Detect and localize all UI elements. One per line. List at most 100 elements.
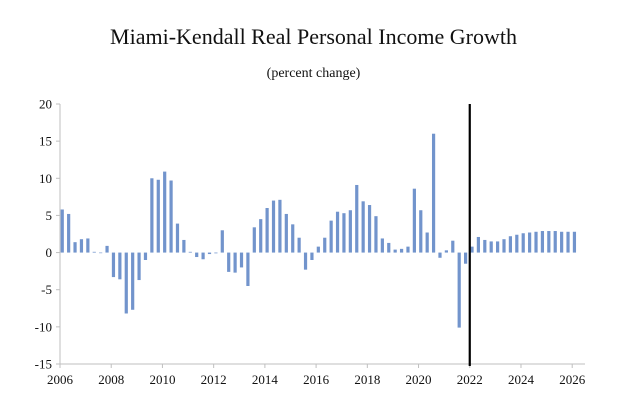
- y-tick-label: 15: [39, 134, 52, 149]
- bar: [316, 246, 320, 253]
- bar: [86, 238, 90, 253]
- x-tick-label: 2006: [47, 372, 74, 387]
- bar: [483, 239, 487, 253]
- bar: [227, 252, 231, 272]
- y-tick-label: 10: [39, 171, 52, 186]
- bar: [323, 237, 327, 253]
- bar: [387, 242, 391, 253]
- x-tick-label: 2008: [98, 372, 124, 387]
- bar: [105, 245, 109, 253]
- bar: [463, 252, 468, 264]
- x-tick-label: 2016: [303, 372, 330, 387]
- y-tick-label: -15: [35, 357, 52, 372]
- bar: [566, 231, 570, 253]
- bar: [156, 179, 160, 253]
- bar: [419, 210, 423, 253]
- bar: [259, 219, 263, 253]
- bar: [118, 252, 122, 280]
- chart-subtitle: (percent change): [266, 66, 361, 81]
- bar: [457, 252, 461, 328]
- bar: [124, 252, 128, 314]
- bar: [303, 252, 308, 270]
- bar: [329, 220, 333, 253]
- bar: [560, 231, 564, 253]
- bar: [547, 231, 551, 253]
- bar: [470, 246, 474, 253]
- bar: [169, 180, 173, 253]
- bar: [406, 246, 410, 253]
- bar: [310, 252, 314, 260]
- bar: [355, 184, 359, 253]
- bar: [92, 251, 96, 253]
- x-tick-label: 2022: [457, 372, 483, 387]
- bar: [201, 252, 205, 260]
- bar: [297, 237, 301, 253]
- bar: [278, 199, 282, 253]
- bar: [214, 252, 218, 254]
- bar: [163, 171, 167, 253]
- bar: [291, 224, 295, 253]
- bar: [111, 252, 116, 278]
- bar: [489, 241, 493, 253]
- bar: [412, 188, 416, 253]
- bar: [380, 238, 384, 253]
- chart-title: Miami-Kendall Real Personal Income Growt…: [110, 24, 517, 49]
- bar: [175, 223, 180, 253]
- bar: [425, 232, 429, 253]
- x-tick-label: 2020: [406, 372, 432, 387]
- x-tick-label: 2024: [508, 372, 535, 387]
- bar: [496, 241, 500, 253]
- bar: [572, 231, 577, 253]
- bar: [342, 213, 346, 253]
- bar: [361, 201, 365, 253]
- bar: [348, 210, 352, 253]
- y-tick-label: 20: [39, 97, 52, 112]
- x-tick-label: 2026: [559, 372, 586, 387]
- bar: [246, 252, 250, 286]
- bar: [131, 252, 135, 310]
- bar: [393, 249, 397, 253]
- bar: [444, 250, 448, 253]
- x-tick-label: 2018: [354, 372, 380, 387]
- bar: [451, 240, 455, 253]
- bar: [265, 208, 269, 253]
- bar: [508, 236, 513, 253]
- bar: [188, 251, 192, 253]
- bar: [284, 213, 288, 253]
- bar: [239, 252, 244, 268]
- bar: [220, 230, 224, 253]
- bar: [521, 233, 525, 253]
- y-tick-label: -10: [35, 319, 52, 334]
- bar: [399, 248, 404, 253]
- bar: [271, 200, 276, 253]
- bar: [79, 239, 84, 253]
- bar: [207, 252, 212, 255]
- bar: [553, 231, 557, 253]
- y-tick-label: -5: [41, 282, 52, 297]
- bar: [374, 216, 378, 253]
- bar: [502, 239, 506, 253]
- bar: [195, 252, 199, 258]
- bar: [528, 232, 532, 253]
- bar: [515, 234, 519, 253]
- bar: [150, 178, 154, 253]
- bar: [73, 242, 77, 253]
- bar: [233, 252, 237, 273]
- x-tick-label: 2012: [201, 372, 227, 387]
- x-tick-label: 2010: [149, 372, 175, 387]
- y-tick-label: 5: [46, 208, 53, 223]
- bar: [99, 252, 103, 254]
- bar: [143, 252, 148, 260]
- bar: [367, 205, 372, 253]
- bar: [137, 252, 141, 281]
- bar: [182, 239, 186, 253]
- y-tick-label: 0: [46, 245, 53, 260]
- bar: [335, 211, 340, 253]
- x-tick-label: 2014: [252, 372, 279, 387]
- bar: [476, 236, 480, 253]
- bar: [540, 231, 545, 253]
- bar: [438, 252, 442, 258]
- bar: [252, 227, 256, 253]
